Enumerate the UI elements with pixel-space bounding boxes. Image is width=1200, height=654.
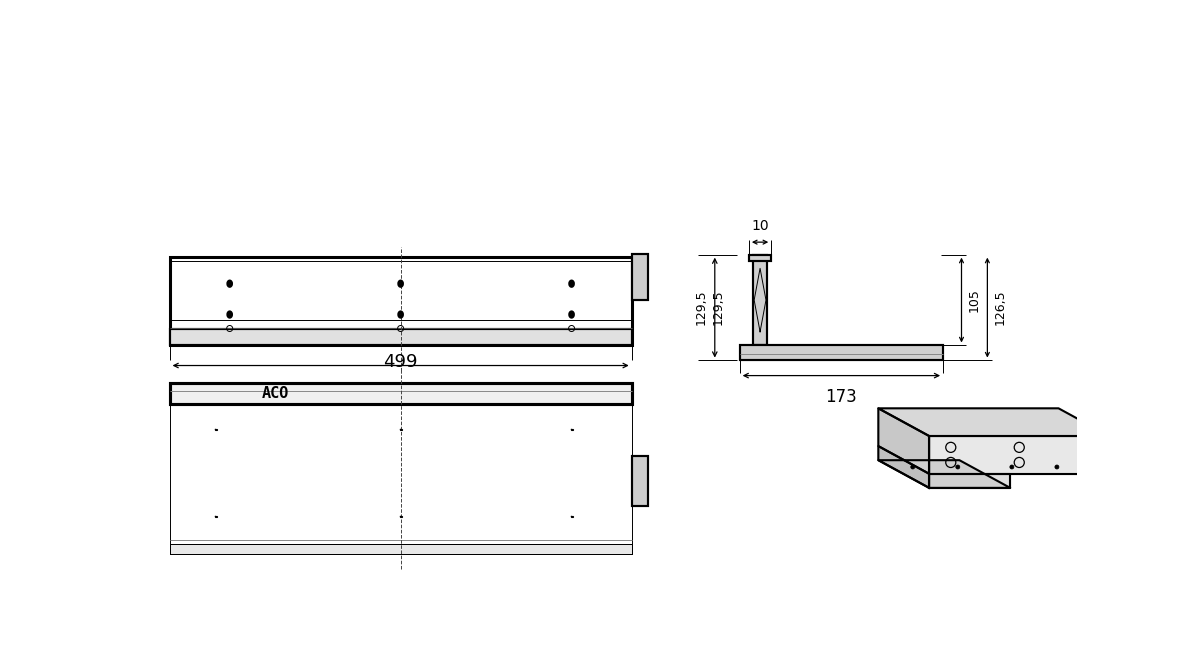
Bar <box>400 283 401 284</box>
Bar <box>571 429 572 430</box>
Polygon shape <box>878 460 1010 488</box>
Bar <box>229 283 230 284</box>
Bar <box>400 429 402 430</box>
Circle shape <box>1055 465 1058 469</box>
Bar <box>169 383 631 404</box>
Polygon shape <box>1109 443 1120 466</box>
Bar <box>631 456 648 506</box>
Bar <box>229 313 230 315</box>
Bar <box>631 254 648 300</box>
Bar <box>570 429 572 430</box>
Text: 105: 105 <box>968 288 980 312</box>
Bar <box>739 345 943 360</box>
Bar <box>752 255 768 345</box>
Polygon shape <box>878 446 929 488</box>
Bar <box>169 329 631 345</box>
Bar <box>749 255 772 261</box>
Polygon shape <box>929 473 1010 488</box>
Bar <box>400 313 401 315</box>
Bar <box>169 544 631 555</box>
Bar <box>169 383 631 555</box>
Text: 129,5: 129,5 <box>695 290 708 326</box>
Bar <box>215 516 216 517</box>
Bar <box>400 516 402 517</box>
Bar <box>571 283 572 284</box>
Bar <box>215 429 217 430</box>
Bar <box>631 254 648 300</box>
Polygon shape <box>878 408 1109 436</box>
Polygon shape <box>878 408 929 473</box>
Bar <box>749 255 772 261</box>
Text: 499: 499 <box>383 353 418 371</box>
Text: 129,5: 129,5 <box>712 290 725 326</box>
Bar <box>169 544 631 555</box>
Text: ACO: ACO <box>263 387 289 401</box>
Bar <box>571 313 572 315</box>
Text: 173: 173 <box>826 388 857 406</box>
Bar <box>400 429 401 430</box>
Circle shape <box>911 465 914 469</box>
Bar <box>752 255 768 345</box>
Bar <box>169 329 631 345</box>
Bar <box>169 383 631 404</box>
Circle shape <box>955 465 960 469</box>
Bar <box>169 257 631 345</box>
Bar <box>571 516 572 517</box>
Circle shape <box>1010 465 1014 469</box>
Bar <box>215 429 216 430</box>
Bar <box>215 516 217 517</box>
Bar <box>631 456 648 506</box>
Bar <box>570 516 572 517</box>
Bar <box>400 516 401 517</box>
Text: 126,5: 126,5 <box>994 290 1007 326</box>
Text: 10: 10 <box>751 219 769 233</box>
Polygon shape <box>929 436 1109 473</box>
Bar <box>739 345 943 360</box>
